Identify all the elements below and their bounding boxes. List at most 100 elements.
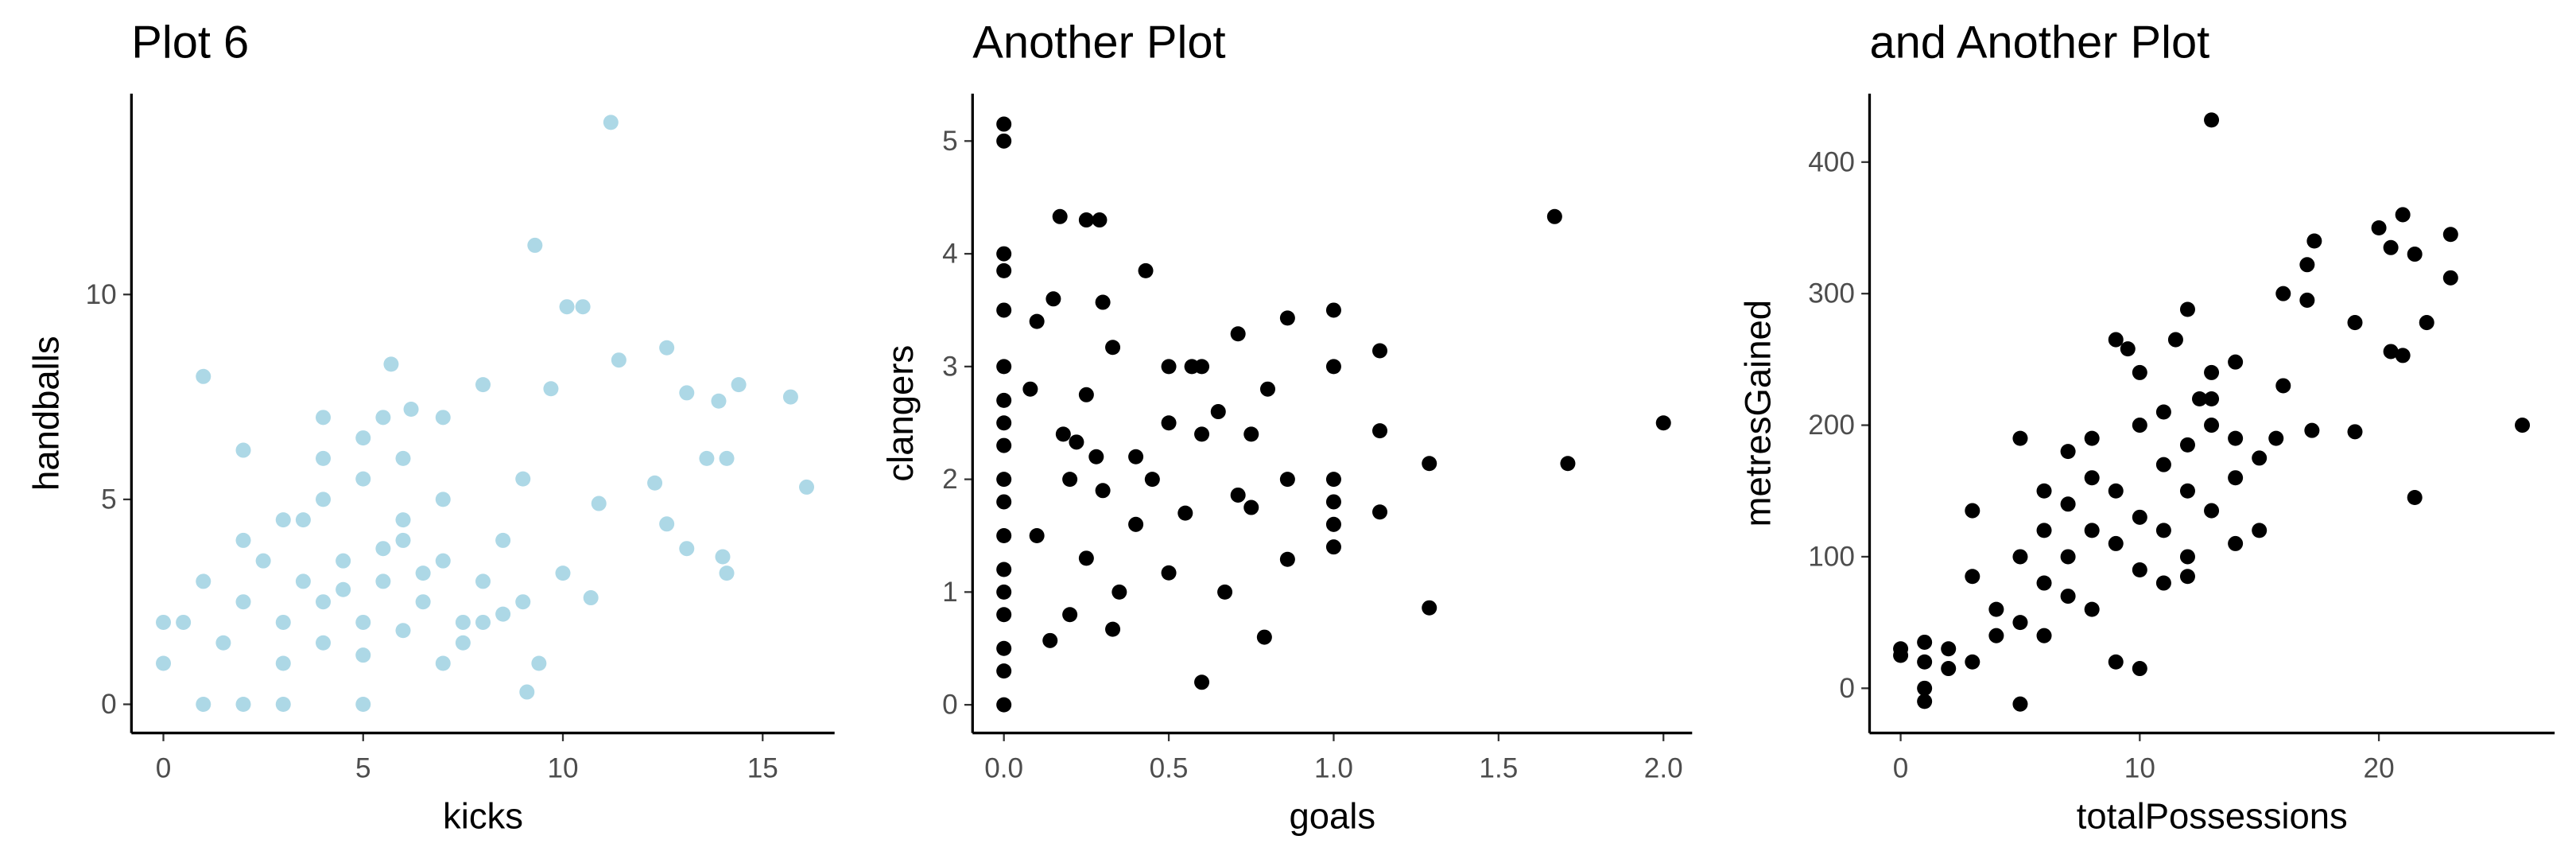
point (1965, 503, 1980, 519)
point (1325, 539, 1341, 555)
point (435, 553, 451, 569)
point (1546, 208, 1562, 224)
point (2084, 601, 2100, 617)
point (2179, 483, 2195, 499)
point (2347, 315, 2363, 331)
point (275, 512, 291, 528)
point (2036, 628, 2052, 643)
point (996, 494, 1012, 510)
point (355, 647, 371, 663)
x-tick-label: 2.0 (1644, 752, 1683, 783)
point (719, 566, 735, 581)
point (235, 442, 251, 458)
point (1210, 404, 1226, 420)
point (2012, 549, 2028, 565)
point (1917, 654, 1933, 670)
point (1325, 516, 1341, 532)
point (455, 614, 471, 630)
point (1372, 504, 1388, 520)
y-axis-label: clangers (880, 345, 921, 482)
point (2204, 112, 2220, 128)
y-tick-label: 5 (942, 126, 958, 157)
point (355, 430, 371, 446)
point (196, 697, 211, 713)
point (375, 410, 391, 426)
x-tick-label: 5 (355, 752, 371, 783)
point (1095, 483, 1111, 499)
point (996, 392, 1012, 408)
point (2383, 344, 2399, 360)
point (1161, 565, 1177, 581)
point (647, 475, 663, 491)
point (415, 566, 431, 581)
point (679, 385, 695, 401)
point (295, 512, 311, 528)
point (1078, 387, 1094, 402)
point (2192, 391, 2208, 406)
point (2228, 470, 2244, 486)
point (1230, 487, 1246, 503)
point (395, 450, 411, 466)
y-tick-label: 3 (942, 351, 958, 382)
point (2252, 523, 2268, 538)
point (1941, 661, 1957, 677)
point (1144, 472, 1160, 488)
point (996, 697, 1012, 713)
point (575, 299, 591, 315)
point (1029, 313, 1045, 329)
point (1092, 212, 1108, 228)
point (235, 594, 251, 610)
point (475, 377, 491, 393)
point (1194, 674, 1210, 690)
y-tick-label: 10 (86, 279, 117, 310)
point (196, 368, 211, 384)
point (1965, 569, 1980, 585)
point (2036, 483, 2052, 499)
point (235, 532, 251, 548)
y-axis-label: metresGained (1737, 300, 1778, 527)
point (2306, 233, 2322, 249)
point (1256, 629, 1272, 645)
point (2012, 430, 2028, 446)
point (555, 566, 571, 581)
point (2275, 286, 2291, 301)
point (2060, 589, 2076, 604)
point (559, 299, 575, 315)
point (2084, 523, 2100, 538)
point (403, 402, 419, 418)
x-tick-label: 10 (547, 752, 578, 783)
point (1917, 680, 1933, 696)
point (2204, 503, 2220, 519)
point (1069, 434, 1084, 450)
point (2204, 364, 2220, 380)
point (435, 410, 451, 426)
point (2120, 341, 2136, 357)
point (2204, 418, 2220, 433)
point (527, 237, 543, 253)
x-tick-label: 10 (2124, 752, 2155, 783)
point (375, 573, 391, 589)
point (2179, 569, 2195, 585)
point (2419, 315, 2434, 331)
point (1988, 628, 2004, 643)
point (715, 549, 731, 565)
point (2132, 509, 2147, 525)
point (996, 584, 1012, 600)
point (2371, 220, 2387, 235)
point (996, 359, 1012, 375)
point (2179, 301, 2195, 317)
point (2084, 470, 2100, 486)
point (996, 302, 1012, 318)
point (2299, 292, 2315, 308)
point (316, 594, 332, 610)
point (395, 532, 411, 548)
point (996, 527, 1012, 543)
y-tick-label: 0 (1839, 673, 1855, 704)
point (711, 393, 727, 409)
point (1052, 208, 1068, 224)
point (2179, 549, 2195, 565)
point (1893, 647, 1909, 663)
point (455, 635, 471, 651)
point (336, 581, 351, 597)
point (2108, 332, 2124, 348)
